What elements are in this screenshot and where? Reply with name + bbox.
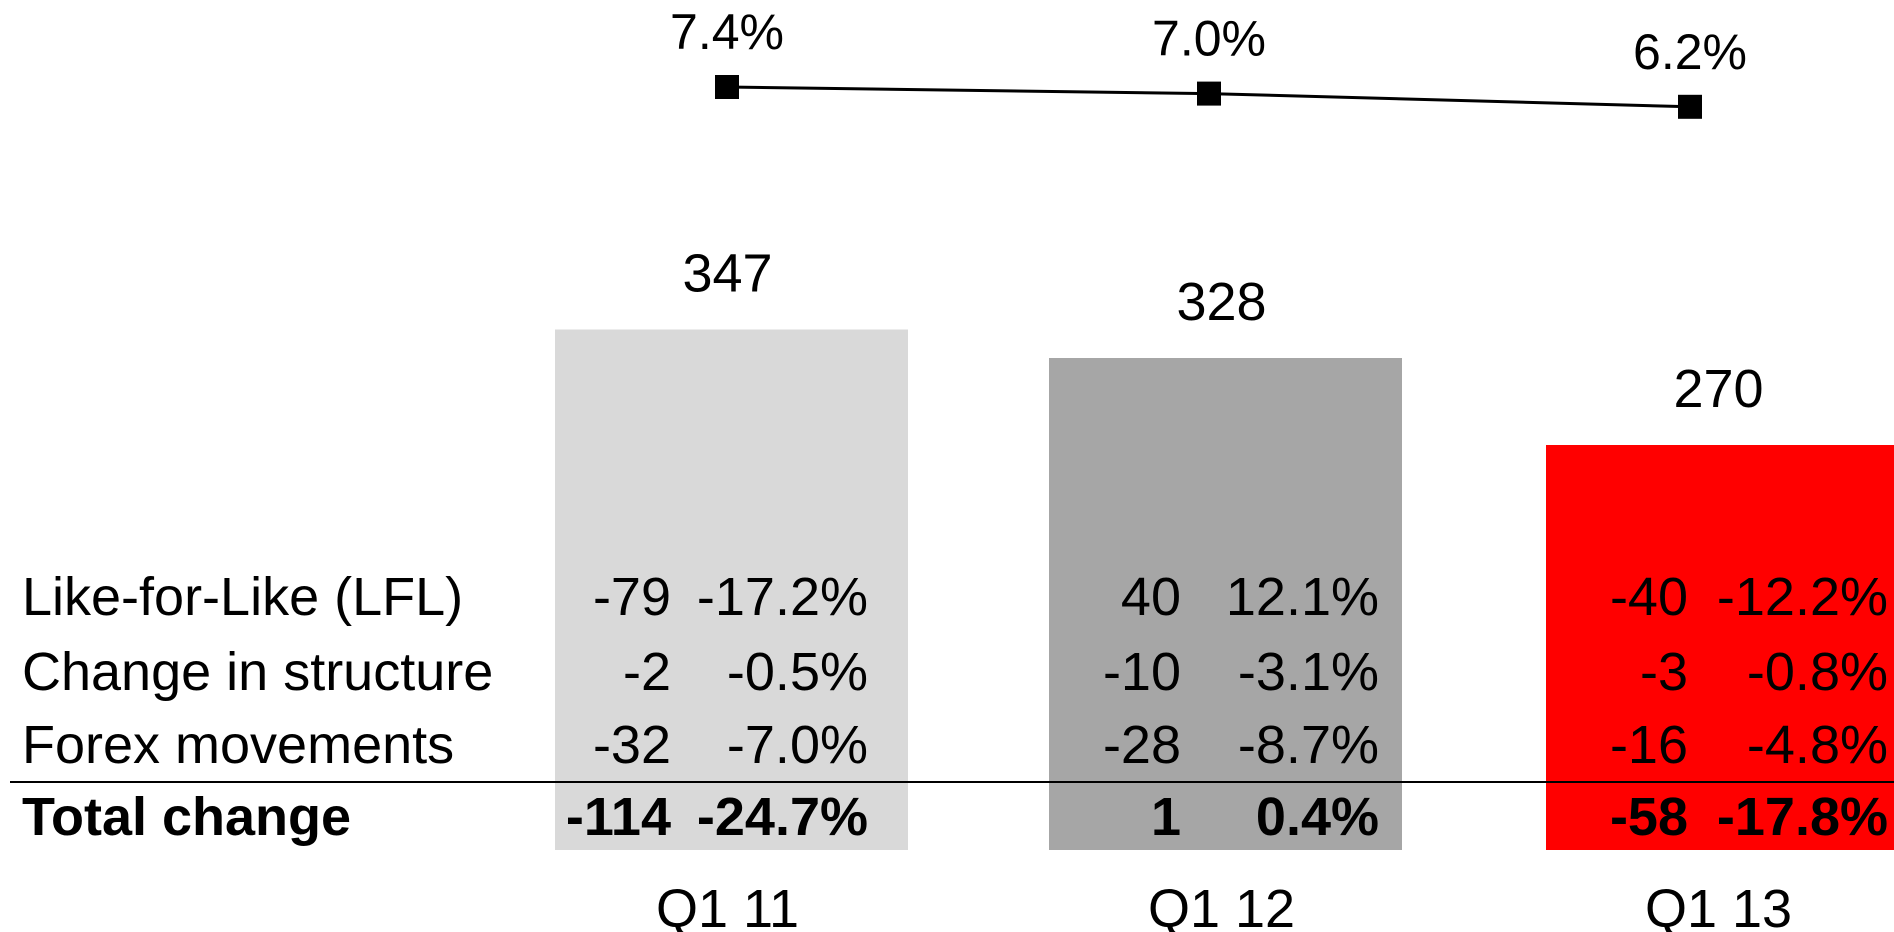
cell-value-2-0: -32 [593, 715, 671, 775]
cell-value-3-1: 1 [1151, 787, 1181, 847]
cell-pct-1-1: -3.1% [1238, 642, 1379, 702]
margin-marker-1 [1197, 81, 1221, 106]
cell-value-0-2: -40 [1610, 567, 1688, 627]
bar-1 [1049, 358, 1402, 850]
cell-pct-1-0: -0.5% [727, 642, 868, 702]
row-label-3: Total change [22, 787, 351, 847]
margin-label-2: 6.2% [1633, 24, 1747, 80]
cell-value-3-0: -114 [566, 787, 671, 847]
margin-marker-2 [1678, 94, 1702, 119]
row-label-0: Like-for-Like (LFL) [22, 567, 463, 627]
bar-0 [555, 329, 908, 850]
margin-label-1: 7.0% [1152, 11, 1266, 67]
margin-marker-0 [715, 75, 739, 99]
cell-value-0-0: -79 [593, 567, 671, 627]
category-label-1: Q1 12 [1148, 879, 1295, 932]
cell-value-1-1: -10 [1103, 642, 1181, 702]
cell-value-3-2: -58 [1610, 787, 1688, 847]
category-label-2: Q1 13 [1645, 879, 1792, 932]
cell-value-1-2: -3 [1640, 642, 1688, 702]
cell-pct-3-2: -17.8% [1717, 787, 1888, 847]
row-labels: Like-for-Like (LFL) Change in structure Fo… [22, 567, 493, 847]
bars [555, 329, 1894, 850]
cell-pct-1-2: -0.8% [1747, 642, 1888, 702]
cell-pct-3-0: -24.7% [697, 787, 868, 847]
row-label-2: Forex movements [22, 715, 454, 775]
cell-pct-2-1: -8.7% [1238, 715, 1379, 775]
cell-pct-0-1: 12.1% [1226, 567, 1379, 627]
cell-pct-3-1: 0.4% [1256, 787, 1379, 847]
category-label-0: Q1 11 [656, 879, 799, 932]
cell-value-0-1: 40 [1121, 567, 1181, 627]
table-cells: -79 -17.2% 40 12.1% -40 -12.2% -2 -0.5% -10 -3.1%… [566, 567, 1888, 847]
cell-value-2-2: -16 [1610, 715, 1688, 775]
margin-label-0: 7.4% [670, 4, 784, 60]
bar-value-labels: 347 328 270 [682, 244, 1763, 420]
bar-value-label-2: 270 [1673, 359, 1763, 419]
category-labels: Q1 11 Q1 12 Q1 13 [656, 879, 1792, 932]
cell-pct-0-2: -12.2% [1717, 567, 1888, 627]
cell-pct-2-2: -4.8% [1747, 715, 1888, 775]
cell-value-1-0: -2 [623, 642, 671, 702]
cell-pct-0-0: -17.2% [697, 567, 868, 627]
row-label-1: Change in structure [22, 642, 493, 702]
cell-value-2-1: -28 [1103, 715, 1181, 775]
cell-pct-2-0: -7.0% [727, 715, 868, 775]
bar-value-label-0: 347 [682, 244, 772, 304]
line-series: 7.4% 7.0% 6.2% [670, 4, 1747, 119]
bar-value-label-1: 328 [1176, 272, 1266, 332]
